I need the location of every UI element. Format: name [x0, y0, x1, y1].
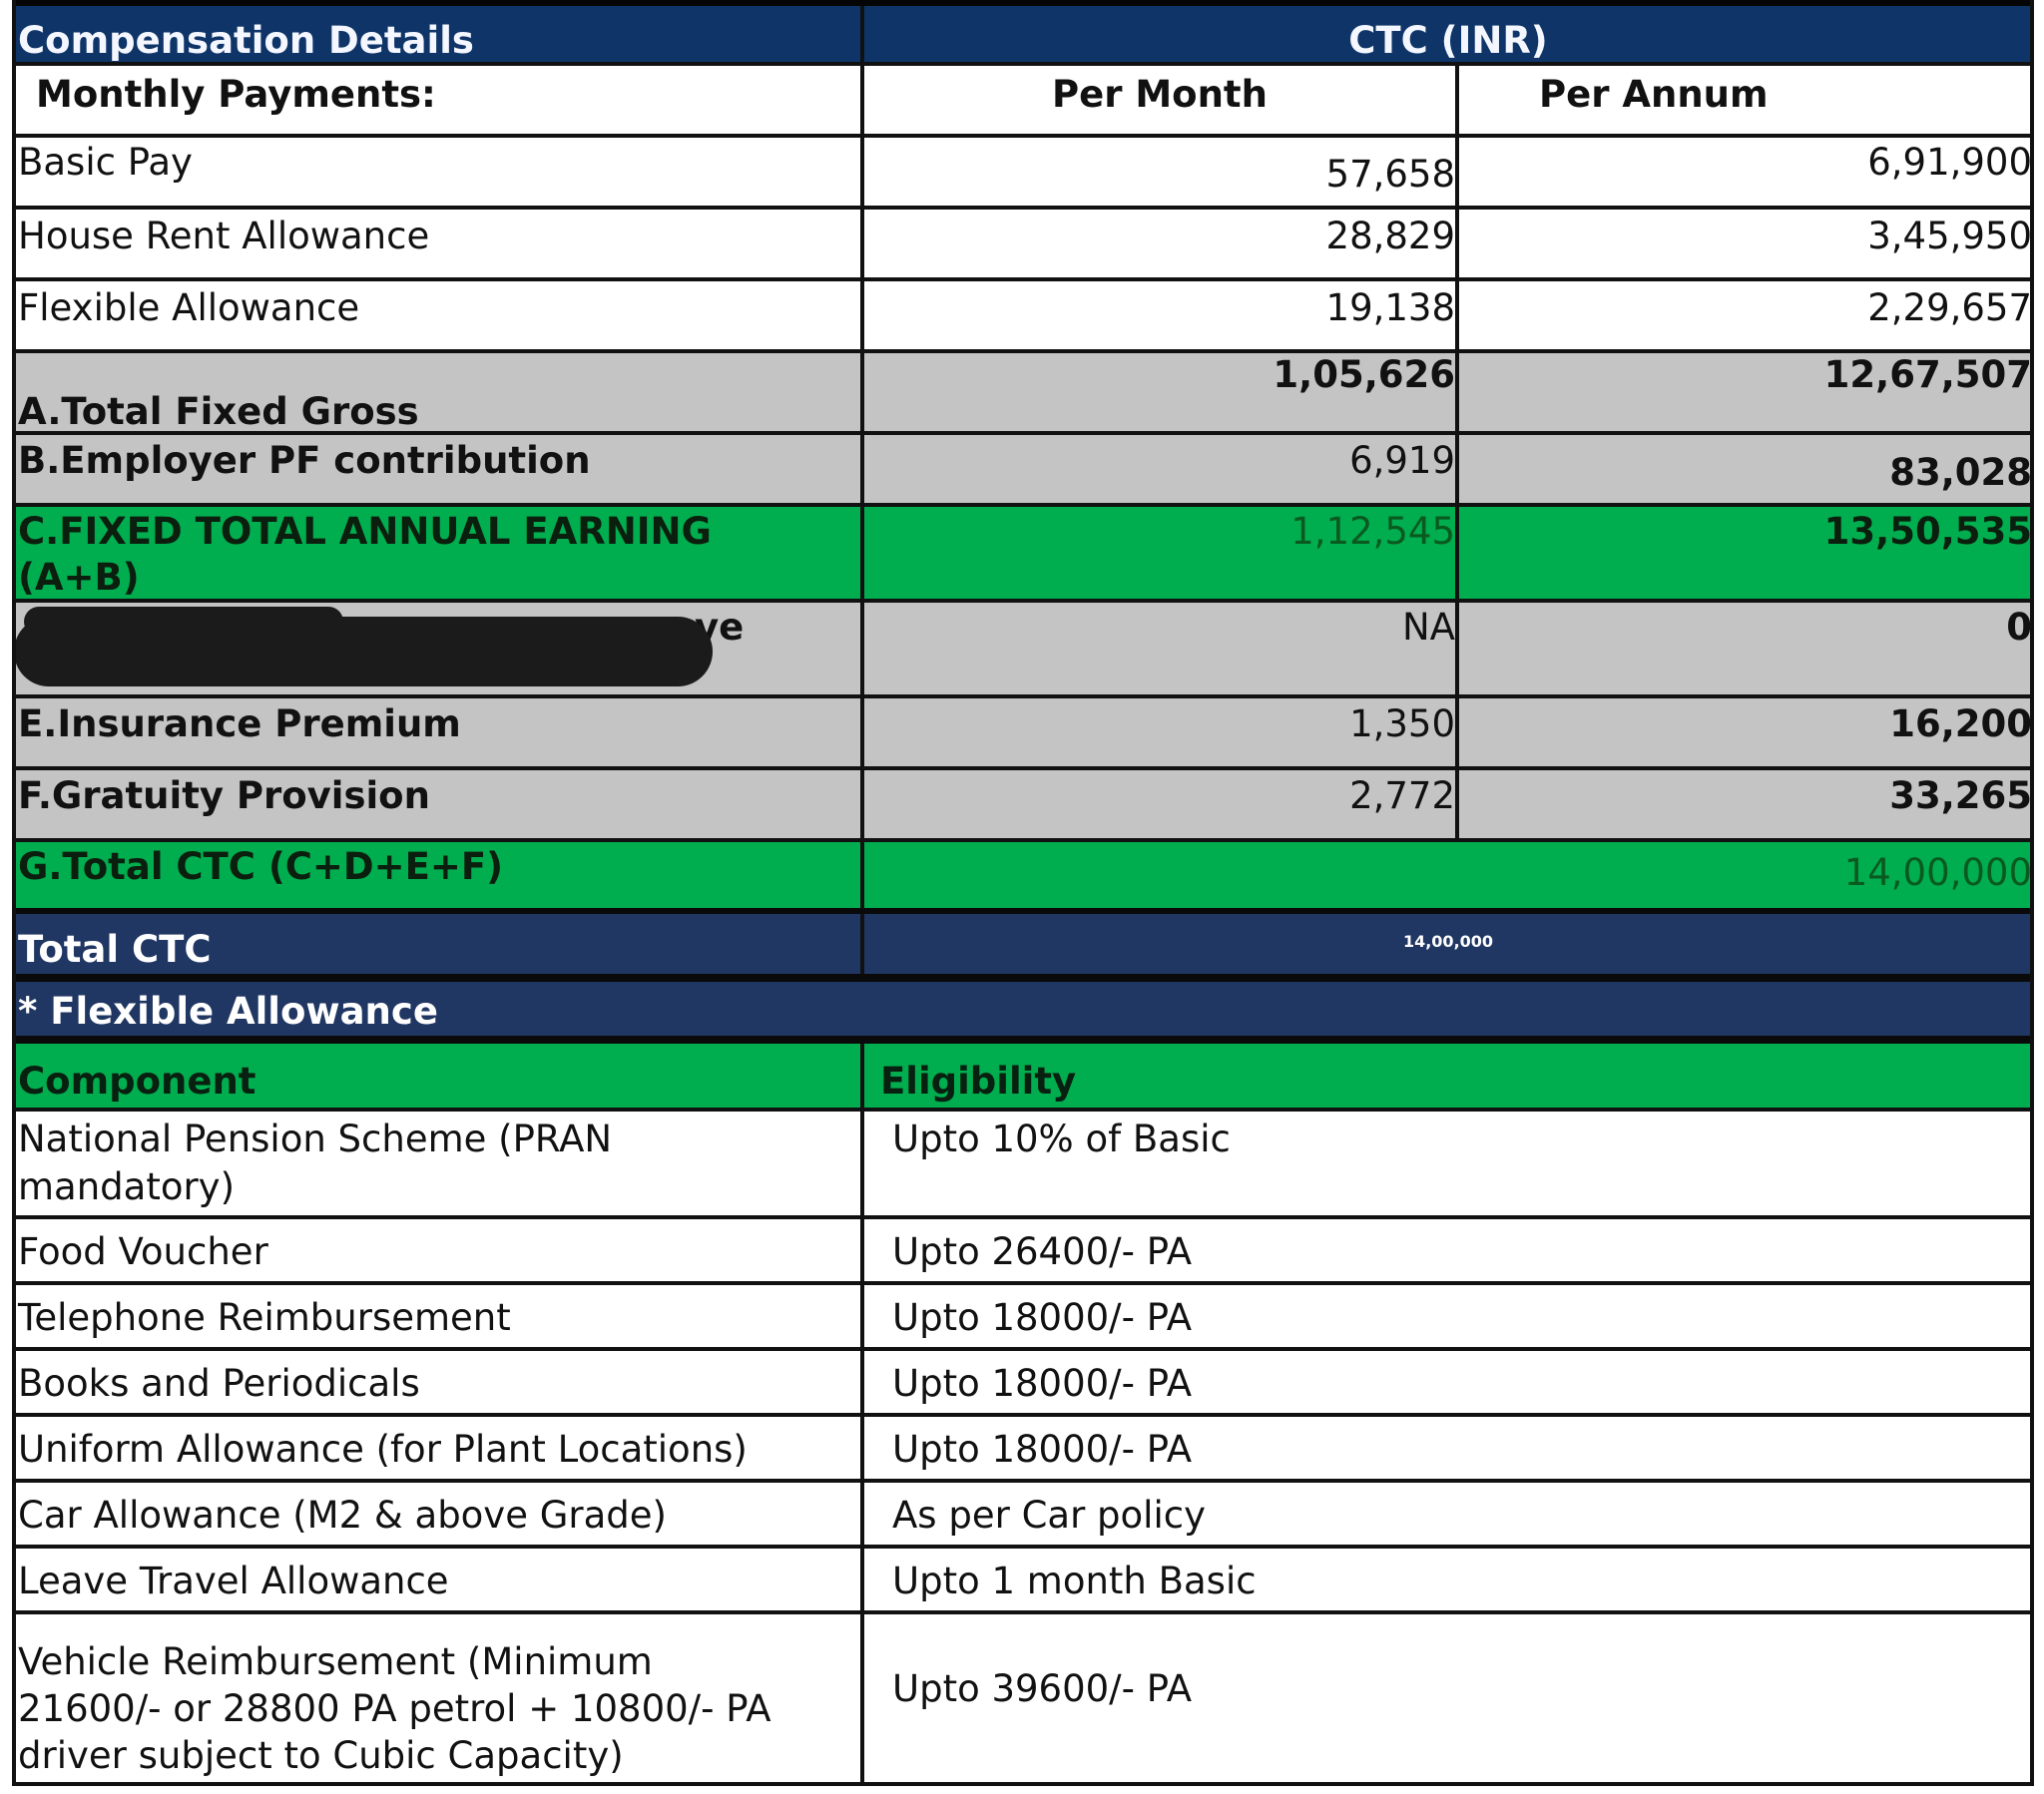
- ctc-header: CTC (INR): [860, 6, 2032, 62]
- component-line3: driver subject to Cubic Capacity): [18, 1734, 624, 1777]
- per-annum-value: 6,91,900: [1455, 138, 2032, 206]
- per-annum-value: 13,50,535: [1455, 507, 2032, 599]
- component-cell: Telephone Reimbursement: [18, 1296, 511, 1339]
- per-annum-value: 2,29,657: [1455, 281, 2032, 349]
- eligibility-cell: Upto 18000/- PA: [860, 1285, 2032, 1347]
- per-annum-value: 83,028: [1455, 435, 2032, 503]
- table-row-redacted: ve NA 0: [14, 603, 2032, 698]
- redaction-mark: [24, 607, 343, 637]
- table-row-subtotal: E.Insurance Premium 1,350 16,200: [14, 698, 2032, 770]
- table-row-subtotal: A.Total Fixed Gross 1,05,626 12,67,507: [14, 353, 2032, 435]
- eligibility-cell: Upto 18000/- PA: [860, 1417, 2032, 1479]
- component-header: Component: [18, 1060, 256, 1103]
- per-month-value: NA: [860, 603, 1455, 694]
- per-annum-value: 16,200: [1455, 698, 2032, 766]
- table-row: Flexible Allowance 19,138 2,29,657: [14, 281, 2032, 353]
- row-label-line2: (A+B): [18, 556, 140, 599]
- eligibility-cell: Upto 18000/- PA: [860, 1351, 2032, 1413]
- eligibility-cell: Upto 26400/- PA: [860, 1219, 2032, 1281]
- row-label-line1: C.FIXED TOTAL ANNUAL EARNING: [18, 510, 712, 553]
- flex-row: Food Voucher Upto 26400/- PA: [14, 1219, 2032, 1285]
- eligibility-cell: Upto 39600/- PA: [860, 1614, 2032, 1782]
- component-cell: Car Allowance (M2 & above Grade): [18, 1494, 667, 1537]
- eligibility-header: Eligibility: [860, 1044, 2032, 1108]
- per-month-value: 28,829: [860, 210, 1455, 277]
- flex-column-header: Component Eligibility: [14, 1044, 2032, 1112]
- top-border: [14, 0, 2032, 6]
- table-title: Compensation Details: [18, 19, 474, 62]
- row-label: C.FIXED TOTAL ANNUAL EARNING (A+B): [14, 507, 860, 599]
- table-row-highlight: G.Total CTC (C+D+E+F) 14,00,000: [14, 842, 2032, 914]
- total-ctc-amount: 14,00,000: [860, 914, 2032, 974]
- flex-row: Car Allowance (M2 & above Grade) As per …: [14, 1483, 2032, 1549]
- component-cell: Leave Travel Allowance: [18, 1560, 449, 1602]
- per-annum-header: Per Annum: [1455, 66, 2032, 134]
- eligibility-cell: As per Car policy: [860, 1483, 2032, 1545]
- per-month-header: Per Month: [860, 66, 1455, 134]
- per-month-value: 19,138: [860, 281, 1455, 349]
- flex-section-title: * Flexible Allowance: [18, 990, 438, 1033]
- component-cell: National Pension Scheme (PRAN mandatory): [14, 1112, 860, 1215]
- per-month-value: 1,05,626: [860, 353, 1455, 431]
- table-row-subtotal: B.Employer PF contribution 6,919 83,028: [14, 435, 2032, 507]
- flex-row: Leave Travel Allowance Upto 1 month Basi…: [14, 1549, 2032, 1614]
- per-month-value: 57,658: [860, 138, 1455, 206]
- per-annum-value: 12,67,507: [1455, 353, 2032, 431]
- monthly-payments-label: Monthly Payments:: [36, 73, 436, 116]
- flex-row: Vehicle Reimbursement (Minimum 21600/- o…: [14, 1614, 2032, 1786]
- per-annum-value: 0: [1455, 603, 2032, 694]
- table-row-highlight: C.FIXED TOTAL ANNUAL EARNING (A+B) 1,12,…: [14, 507, 2032, 603]
- row-label: F.Gratuity Provision: [18, 774, 430, 817]
- per-annum-value: 3,45,950: [1455, 210, 2032, 277]
- row-label: A.Total Fixed Gross: [18, 390, 419, 431]
- row-label: E.Insurance Premium: [18, 702, 461, 745]
- table-row: House Rent Allowance 28,829 3,45,950: [14, 210, 2032, 281]
- title-row: Compensation Details CTC (INR): [14, 6, 2032, 66]
- flex-row: Telephone Reimbursement Upto 18000/- PA: [14, 1285, 2032, 1351]
- table-row-subtotal: F.Gratuity Provision 2,772 33,265: [14, 770, 2032, 842]
- row-label: B.Employer PF contribution: [18, 439, 591, 482]
- row-label: Flexible Allowance: [18, 286, 360, 329]
- component-line1: Vehicle Reimbursement (Minimum: [18, 1640, 653, 1683]
- flex-row: Books and Periodicals Upto 18000/- PA: [14, 1351, 2032, 1417]
- component-line2: 21600/- or 28800 PA petrol + 10800/- PA: [18, 1687, 771, 1730]
- flex-row: Uniform Allowance (for Plant Locations) …: [14, 1417, 2032, 1483]
- component-cell: Books and Periodicals: [18, 1362, 420, 1405]
- component-line2: mandatory): [18, 1165, 236, 1208]
- subheader-row: Monthly Payments: Per Month Per Annum: [14, 66, 2032, 138]
- component-cell: Food Voucher: [18, 1230, 268, 1273]
- per-month-value: 1,12,545: [860, 507, 1455, 599]
- flex-section-header: * Flexible Allowance: [14, 982, 2032, 1044]
- total-ctc-value: 14,00,000: [860, 842, 2032, 908]
- per-annum-value: 33,265: [1455, 770, 2032, 838]
- per-month-value: 6,919: [860, 435, 1455, 503]
- component-cell: Uniform Allowance (for Plant Locations): [18, 1428, 748, 1471]
- component-line1: National Pension Scheme (PRAN: [18, 1118, 613, 1160]
- per-month-value: 1,350: [860, 698, 1455, 766]
- total-ctc-label: Total CTC: [18, 928, 212, 971]
- per-month-value: 2,772: [860, 770, 1455, 838]
- eligibility-cell: Upto 10% of Basic: [860, 1112, 2032, 1215]
- total-ctc-row: Total CTC 14,00,000: [14, 914, 2032, 982]
- row-label: Basic Pay: [18, 141, 193, 184]
- row-label: ve: [14, 603, 860, 694]
- flex-row: National Pension Scheme (PRAN mandatory)…: [14, 1112, 2032, 1219]
- component-cell: Vehicle Reimbursement (Minimum 21600/- o…: [14, 1614, 860, 1782]
- eligibility-cell: Upto 1 month Basic: [860, 1549, 2032, 1610]
- row-label: House Rent Allowance: [18, 215, 430, 257]
- row-label: G.Total CTC (C+D+E+F): [18, 845, 504, 888]
- table-row: Basic Pay 57,658 6,91,900: [14, 138, 2032, 210]
